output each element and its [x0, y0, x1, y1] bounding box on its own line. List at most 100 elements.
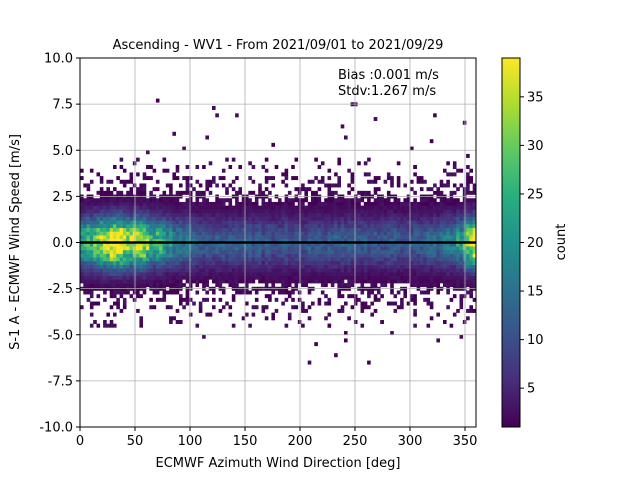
heatmap-cell	[142, 238, 147, 243]
heatmap-outlier-cell	[459, 334, 464, 339]
heatmap-cell	[228, 279, 233, 284]
heatmap-cell	[396, 205, 401, 210]
heatmap-cell	[245, 227, 249, 232]
heatmap-cell	[231, 220, 236, 225]
heatmap-cell	[462, 279, 467, 284]
heatmap-cell	[314, 238, 318, 243]
heatmap-cell	[373, 190, 378, 195]
heatmap-cell	[320, 201, 325, 206]
heatmap-cell	[383, 275, 388, 280]
heatmap-cell	[235, 205, 239, 210]
heatmap-cell	[357, 227, 361, 232]
heatmap-cell	[254, 268, 259, 273]
heatmap-cell	[377, 257, 381, 262]
heatmap-cell	[129, 275, 134, 280]
heatmap-cell	[469, 227, 473, 232]
heatmap-cell	[294, 283, 299, 288]
heatmap-cell	[188, 257, 193, 262]
heatmap-cell	[452, 190, 457, 195]
heatmap-cell	[291, 224, 295, 229]
heatmap-cell	[241, 279, 246, 284]
heatmap-cell	[317, 227, 322, 232]
heatmap-cell	[264, 294, 269, 299]
heatmap-cell	[472, 264, 476, 269]
heatmap-cell	[347, 279, 351, 284]
heatmap-cell	[370, 283, 374, 288]
heatmap-cell	[393, 275, 398, 280]
heatmap-cell	[215, 205, 219, 210]
heatmap-cell	[96, 224, 101, 229]
heatmap-cell	[126, 212, 130, 217]
heatmap-cell	[96, 260, 101, 265]
heatmap-cell	[162, 212, 167, 217]
heatmap-cell	[291, 216, 295, 221]
heatmap-cell	[360, 275, 365, 280]
heatmap-cell	[225, 224, 229, 229]
heatmap-cell	[304, 198, 308, 203]
heatmap-cell	[129, 235, 134, 240]
heatmap-cell	[228, 305, 233, 310]
heatmap-cell	[287, 257, 292, 262]
heatmap-cell	[278, 227, 282, 232]
heatmap-cell	[146, 231, 150, 236]
heatmap-cell	[116, 238, 120, 243]
heatmap-cell	[380, 249, 384, 254]
heatmap-cell	[413, 264, 417, 269]
heatmap-cell	[446, 172, 450, 177]
heatmap-cell	[175, 272, 180, 277]
heatmap-cell	[373, 205, 378, 210]
heatmap-cell	[439, 260, 444, 265]
heatmap-cell	[367, 268, 371, 273]
heatmap-cell	[155, 268, 160, 273]
heatmap-cell	[466, 268, 470, 273]
heatmap-cell	[367, 220, 371, 225]
heatmap-cell	[136, 216, 140, 221]
heatmap-cell	[248, 268, 252, 273]
heatmap-cell	[264, 249, 269, 254]
heatmap-cell	[264, 316, 269, 321]
colorbar-tick-label: 15	[527, 285, 544, 300]
heatmap-cell	[212, 201, 216, 206]
heatmap-cell	[235, 242, 239, 247]
heatmap-cell	[443, 242, 447, 247]
heatmap-cell	[268, 238, 272, 243]
heatmap-cell	[149, 279, 153, 284]
heatmap-cell	[324, 294, 328, 299]
heatmap-cell	[251, 179, 256, 184]
heatmap-cell	[258, 205, 262, 210]
heatmap-cell	[320, 216, 325, 221]
heatmap-outlier-cell	[297, 319, 302, 324]
heatmap-cell	[212, 260, 216, 265]
heatmap-cell	[320, 253, 325, 258]
heatmap-cell	[386, 253, 391, 258]
heatmap-cell	[93, 216, 97, 221]
heatmap-cell	[396, 235, 401, 240]
heatmap-cell	[142, 264, 147, 269]
heatmap-cell	[456, 260, 460, 265]
heatmap-cell	[291, 272, 295, 277]
heatmap-cell	[390, 246, 394, 251]
heatmap-cell	[390, 242, 394, 247]
heatmap-cell	[360, 242, 365, 247]
heatmap-cell	[307, 257, 312, 262]
heatmap-cell	[238, 227, 242, 232]
heatmap-cell	[466, 179, 470, 184]
heatmap-cell	[327, 209, 332, 214]
heatmap-cell	[301, 268, 305, 273]
heatmap-cell	[416, 268, 421, 273]
heatmap-cell	[212, 275, 216, 280]
heatmap-cell	[340, 272, 345, 277]
heatmap-cell	[462, 294, 467, 299]
heatmap-outlier-cell	[281, 301, 285, 306]
heatmap-cell	[225, 257, 229, 262]
heatmap-cell	[215, 279, 219, 284]
heatmap-cell	[396, 238, 401, 243]
heatmap-cell	[116, 190, 120, 195]
heatmap-cell	[304, 187, 308, 192]
heatmap-cell	[443, 272, 447, 277]
heatmap-cell	[456, 238, 460, 243]
heatmap-cell	[198, 246, 203, 251]
heatmap-cell	[327, 205, 332, 210]
heatmap-cell	[446, 249, 450, 254]
heatmap-cell	[155, 216, 160, 221]
